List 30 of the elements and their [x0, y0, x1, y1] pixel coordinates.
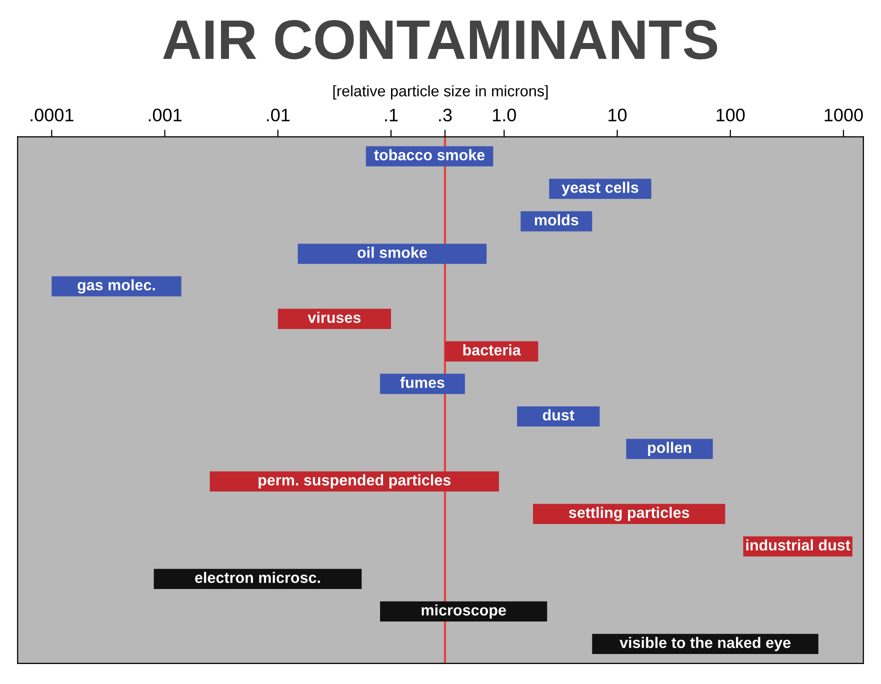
y-tick-label: pollen [648, 442, 692, 456]
y-tick-label: molds [534, 214, 578, 226]
y-tick-label: viruses [308, 312, 361, 323]
y-tick-label: settling particles [568, 506, 690, 522]
chart-title: AIR CONTAMINANTS [163, 20, 718, 60]
y-tick-label: bacteria [463, 344, 521, 356]
bar [278, 308, 392, 329]
chart-subtitle: [relative particle size in microns] [333, 85, 548, 100]
x-tick-label: .1 [385, 108, 398, 122]
x-tick-label: 1.0 [492, 108, 516, 122]
x-tick-label: .0001 [30, 108, 74, 122]
x-tick-label: 10 [608, 108, 627, 122]
x-tick-label: .3 [439, 108, 452, 122]
y-tick-label: industrial dust [746, 539, 850, 551]
x-tick-label: 100 [716, 108, 745, 122]
y-tick-label: microscope [422, 604, 506, 619]
y-tick-label: dust [542, 409, 574, 420]
bar [517, 406, 600, 426]
x-tick-label: 1000 [824, 108, 863, 122]
y-tick-label: gas molec. [78, 279, 155, 294]
y-tick-label: visible to the naked eye [620, 636, 790, 652]
x-tick-label: .01 [266, 108, 290, 122]
x-tick-label: .001 [148, 108, 182, 122]
bar [298, 244, 487, 264]
y-tick-label: oil smoke [358, 246, 427, 258]
y-tick-label: perm. suspended particles [258, 474, 451, 489]
y-tick-label: fumes [400, 376, 444, 388]
y-tick-label: tobacco smoke [374, 149, 485, 160]
y-tick-label: yeast cells [562, 182, 638, 196]
y-tick-label: electron microsc. [195, 572, 320, 584]
